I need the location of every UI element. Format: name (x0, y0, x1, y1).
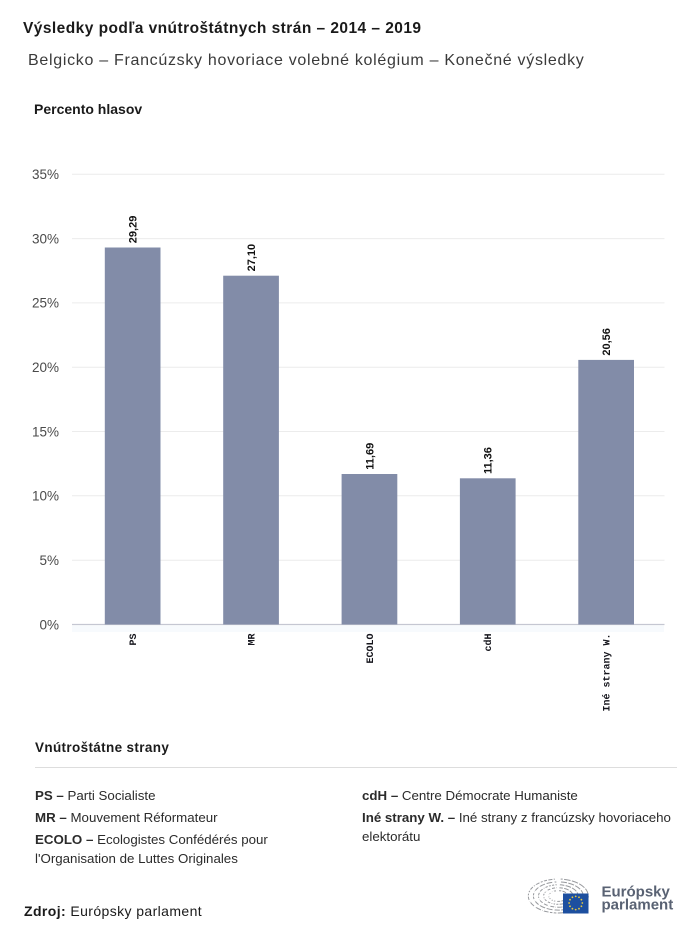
svg-text:20,56: 20,56 (601, 328, 613, 356)
svg-text:10%: 10% (32, 489, 59, 504)
svg-text:11,69: 11,69 (364, 443, 376, 470)
svg-text:5%: 5% (39, 553, 59, 568)
svg-text:parlament: parlament (602, 897, 674, 914)
svg-text:MR: MR (247, 634, 258, 646)
svg-text:ECOLO: ECOLO (366, 634, 377, 664)
svg-text:Iné strany W.: Iné strany W. (602, 634, 614, 712)
svg-text:PS: PS (129, 634, 140, 646)
svg-text:Európsky: Európsky (602, 884, 671, 901)
svg-text:30%: 30% (32, 231, 59, 246)
svg-text:27,10: 27,10 (246, 244, 258, 272)
svg-text:11,36: 11,36 (483, 447, 495, 474)
svg-text:cdH: cdH (483, 634, 495, 652)
svg-text:35%: 35% (32, 167, 59, 182)
svg-text:25%: 25% (32, 296, 59, 311)
svg-text:29,29: 29,29 (128, 216, 140, 244)
svg-text:0%: 0% (39, 617, 59, 632)
svg-text:15%: 15% (32, 424, 59, 439)
svg-text:20%: 20% (32, 360, 59, 375)
